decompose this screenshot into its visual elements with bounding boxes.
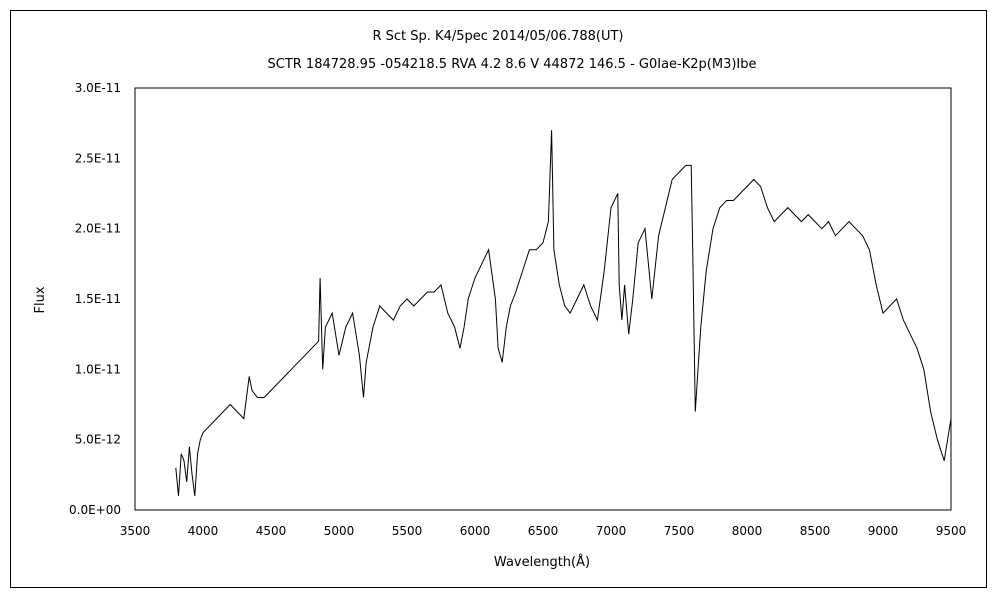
chart-title: R Sct Sp. K4/5pec 2014/05/06.788(UT) <box>372 29 623 44</box>
x-tick-label: 4500 <box>256 524 287 538</box>
x-tick-label: 7500 <box>664 524 695 538</box>
y-tick-label: 1.0E-11 <box>75 362 121 376</box>
x-axis: 3500 4000 4500 5000 5500 6000 6500 7000 7500 8000… <box>120 524 967 538</box>
y-tick-label: 2.5E-11 <box>75 151 121 165</box>
x-tick-label: 7000 <box>596 524 627 538</box>
x-tick-label: 8000 <box>732 524 763 538</box>
x-tick-label: 9000 <box>868 524 899 538</box>
x-tick-label: 4000 <box>188 524 219 538</box>
chart-subtitle: SCTR 184728.95 -054218.5 RVA 4.2 8.6 V 4… <box>267 57 756 72</box>
y-axis-label: Flux <box>33 286 48 313</box>
x-tick-label: 6000 <box>460 524 491 538</box>
y-tick-label: 2.0E-11 <box>75 222 121 236</box>
plot-area <box>134 87 952 511</box>
y-tick-label: 5.0E-12 <box>75 433 121 447</box>
spectrum-line <box>175 130 952 496</box>
chart-frame <box>10 10 987 588</box>
y-tick-label: 0.0E+00 <box>69 503 121 517</box>
y-tick-label: 1.5E-11 <box>75 292 121 306</box>
x-tick-label: 5500 <box>392 524 423 538</box>
x-tick-label: 9500 <box>936 524 967 538</box>
y-tick-label: 3.0E-11 <box>75 81 121 95</box>
x-tick-label: 8500 <box>800 524 831 538</box>
x-tick-label: 3500 <box>120 524 151 538</box>
x-tick-label: 6500 <box>528 524 559 538</box>
x-tick-label: 5000 <box>324 524 355 538</box>
x-axis-label: Wavelength(Å) <box>494 554 590 570</box>
y-axis: 0.0E+00 5.0E-12 1.0E-11 1.5E-11 2.0E-11 2.5E-… <box>69 81 121 517</box>
